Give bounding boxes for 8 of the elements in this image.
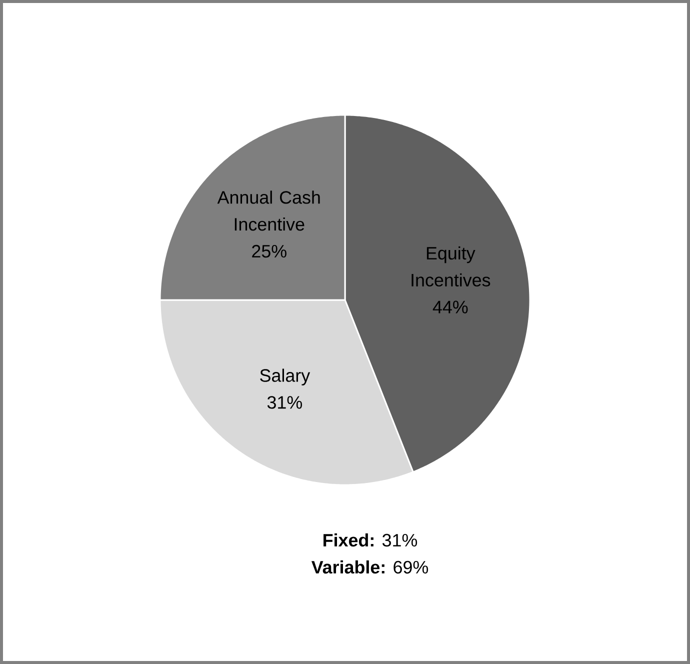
- text: Fixed: 31%: [324, 533, 418, 547]
- data-label: 25%: [252, 244, 286, 258]
- slice-label: Equity Incentives: [412, 246, 490, 286]
- text: Variable: 69%: [311, 560, 428, 574]
- data-label: 31%: [267, 396, 302, 409]
- data-label: 44%: [432, 300, 468, 314]
- slice-label: Salary: [260, 368, 310, 386]
- slice-label: Annual Cash Incentive: [217, 190, 320, 231]
